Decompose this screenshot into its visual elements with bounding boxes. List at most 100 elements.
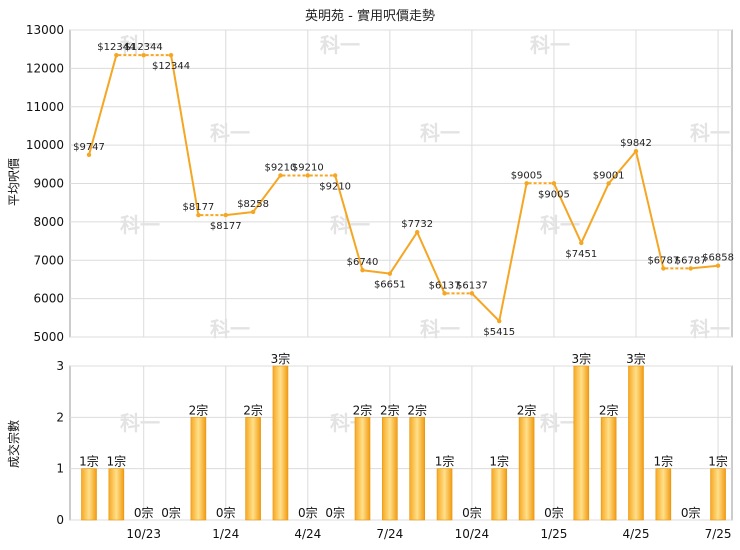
count-bar-label: 2宗 xyxy=(243,402,263,417)
price-data-label: $9005 xyxy=(511,170,543,181)
price-point xyxy=(278,173,283,178)
x-tick-label: 7/24 xyxy=(376,527,403,541)
price-data-label: $9842 xyxy=(620,138,652,149)
price-data-label: $6858 xyxy=(702,253,734,264)
x-tick-label: 7/25 xyxy=(705,527,732,541)
price-point xyxy=(661,266,666,271)
price-point xyxy=(688,266,693,271)
price-point xyxy=(360,268,365,273)
count-bar-label: 0宗 xyxy=(298,505,318,520)
price-data-label: $9210 xyxy=(265,162,297,173)
count-bar xyxy=(655,468,672,521)
count-bar xyxy=(382,417,398,521)
price-point xyxy=(332,173,338,178)
x-tick-label: 1/24 xyxy=(212,527,239,541)
count-bar-label: 0宗 xyxy=(681,505,701,520)
price-line xyxy=(88,54,719,323)
price-data-label: $7732 xyxy=(401,219,433,230)
price-data-label: $6787 xyxy=(675,255,707,266)
line-y-tick-label: 13000 xyxy=(26,23,64,37)
count-bar-label: 0宗 xyxy=(161,505,181,520)
price-point xyxy=(469,291,475,296)
price-point xyxy=(387,271,393,276)
price-data-label: $6137 xyxy=(429,280,461,291)
count-bar-label: 1宗 xyxy=(654,454,674,469)
line-y-tick-label: 6000 xyxy=(33,292,64,306)
count-bar xyxy=(710,468,726,521)
price-data-label: $6740 xyxy=(347,257,379,268)
count-bar xyxy=(108,468,125,521)
bar-y-tick-label: 2 xyxy=(56,410,64,424)
price-point xyxy=(442,291,447,296)
count-bar xyxy=(409,417,426,521)
line-y-axis-label: 平均呎價 xyxy=(7,158,21,206)
watermark-logo: 科一 xyxy=(210,121,250,145)
price-point xyxy=(223,212,228,218)
line-y-tick-label: 5000 xyxy=(33,330,64,344)
price-data-label: $12344 xyxy=(152,61,190,72)
count-bar xyxy=(190,417,207,521)
watermark-logo: 科一 xyxy=(540,411,580,435)
count-bar xyxy=(354,417,371,521)
bar-y-tick-label: 1 xyxy=(56,462,64,476)
price-point xyxy=(415,229,420,235)
price-point xyxy=(114,52,119,58)
count-bar-label: 1宗 xyxy=(435,454,455,469)
bar-y-axis-label: 成交宗數 xyxy=(6,420,21,468)
price-data-label: $12344 xyxy=(125,42,163,53)
line-y-tick-label: 9000 xyxy=(33,177,64,191)
x-tick-label: 4/25 xyxy=(623,527,650,541)
count-bar xyxy=(81,468,97,521)
count-bar xyxy=(491,468,508,521)
price-data-label: $6651 xyxy=(374,280,406,291)
price-data-label: $8258 xyxy=(237,199,269,210)
watermark-logo: 科一 xyxy=(420,121,460,145)
count-bar-label: 0宗 xyxy=(134,505,154,520)
line-y-tick-label: 12000 xyxy=(26,61,64,75)
watermark-logo: 科一 xyxy=(690,121,730,145)
count-bar xyxy=(573,365,590,521)
line-y-tick-label: 10000 xyxy=(26,138,64,152)
watermark-logo: 科一 xyxy=(120,213,160,237)
chart-title: 英明苑 - 實用呎價走勢 xyxy=(305,8,435,24)
x-tick-label: 10/23 xyxy=(126,527,161,541)
watermark-logo: 科一 xyxy=(420,317,460,341)
count-bar-label: 0宗 xyxy=(216,505,236,520)
count-bar-label: 2宗 xyxy=(599,402,619,417)
count-bar xyxy=(628,365,644,521)
count-bar xyxy=(518,417,535,521)
bar-plot-area xyxy=(69,365,733,521)
price-point xyxy=(497,318,502,324)
price-point xyxy=(715,263,721,268)
watermark-logo: 科一 xyxy=(530,33,570,57)
count-bar-label: 2宗 xyxy=(517,402,537,417)
count-bar-label: 1宗 xyxy=(489,454,509,469)
count-bar xyxy=(436,468,453,521)
count-bar xyxy=(272,365,289,521)
count-bar-label: 0宗 xyxy=(462,505,482,520)
price-data-label: $5415 xyxy=(483,327,515,338)
line-y-tick-label: 8000 xyxy=(33,215,64,229)
price-point xyxy=(141,52,146,58)
price-point xyxy=(524,181,529,186)
plot-layer: 5000 6000 7000 8000 9000 10000 11000 12000 13000… xyxy=(26,23,734,541)
count-bar-label: 1宗 xyxy=(79,454,99,469)
price-data-label: $9001 xyxy=(593,170,625,181)
count-bar-label: 3宗 xyxy=(271,351,291,366)
price-data-label: $7451 xyxy=(565,249,597,260)
price-point xyxy=(196,212,201,218)
price-point xyxy=(606,181,611,186)
x-tick-label: 4/24 xyxy=(294,527,321,541)
watermark-logo: 科一 xyxy=(320,33,360,57)
count-bar-label: 2宗 xyxy=(380,402,400,417)
line-y-tick-label: 7000 xyxy=(33,253,64,267)
bar-y-tick-label: 3 xyxy=(56,359,64,373)
price-data-label: $9210 xyxy=(319,181,351,192)
price-data-label: $6787 xyxy=(647,255,679,266)
price-point xyxy=(168,52,174,58)
x-tick-label: 1/25 xyxy=(540,527,567,541)
watermark-logo: 科一 xyxy=(120,33,160,57)
price-data-label: $9005 xyxy=(538,189,570,200)
